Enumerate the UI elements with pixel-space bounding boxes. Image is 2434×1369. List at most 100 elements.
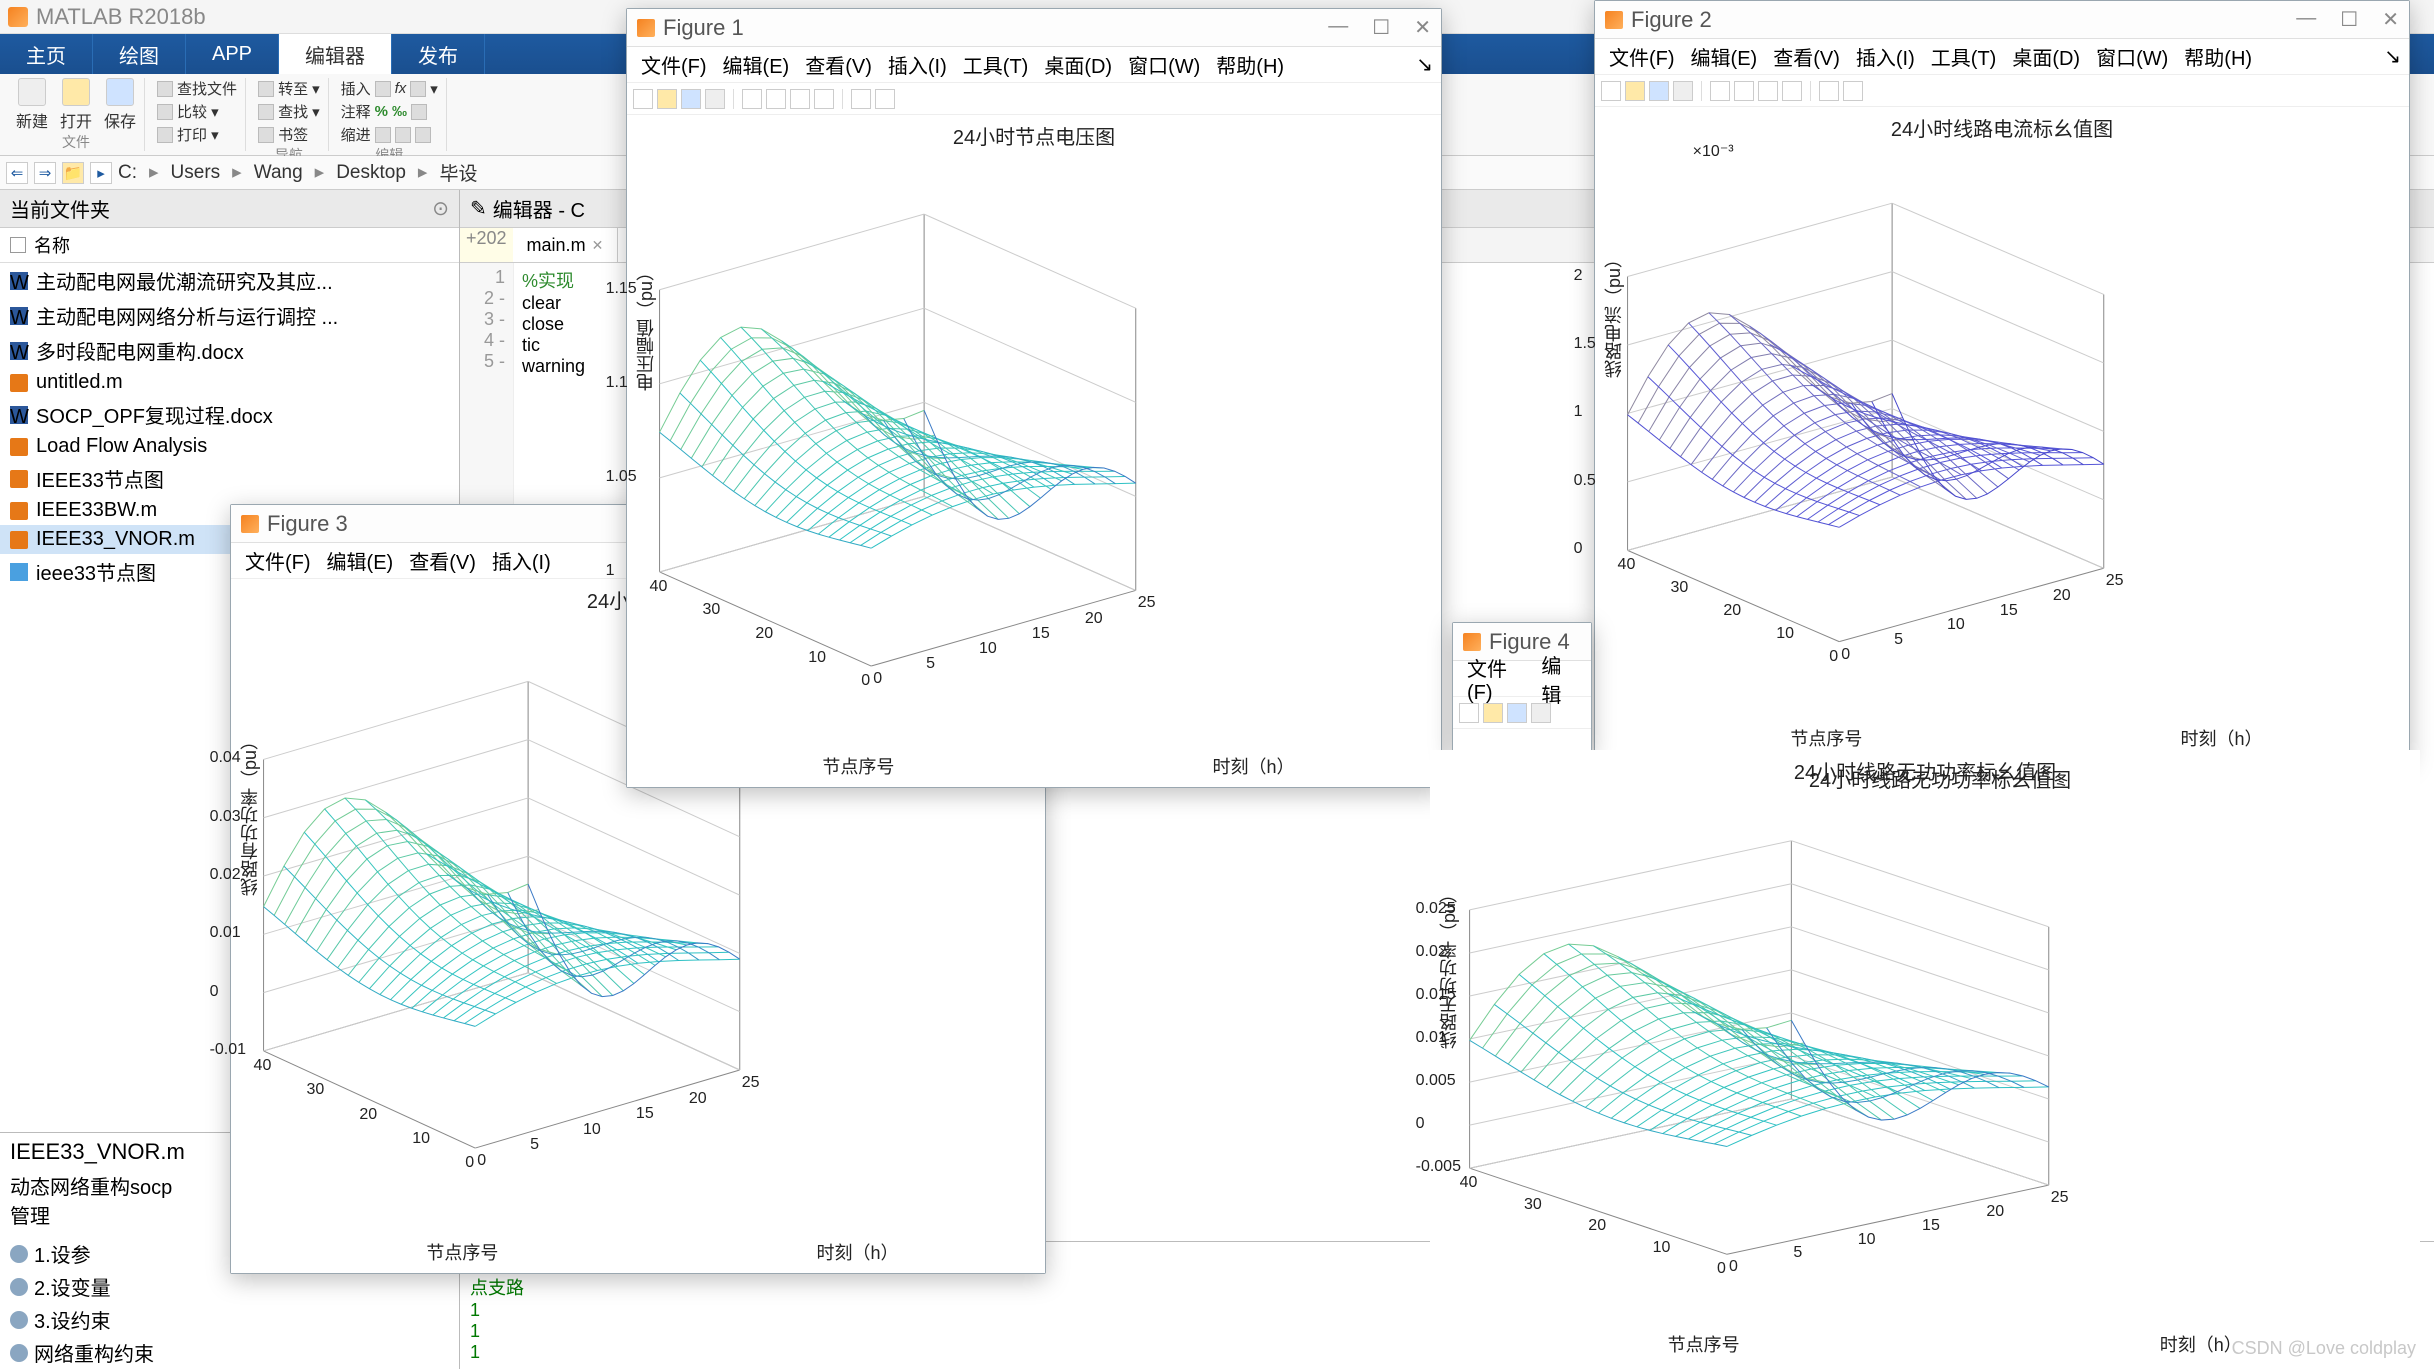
close-icon[interactable]: ✕ [2382, 7, 2399, 32]
fig-menu-item[interactable]: 帮助(H) [2178, 42, 2258, 71]
fig-menu-item[interactable]: 帮助(H) [1210, 50, 1290, 79]
fig-menu-item[interactable]: 插入(I) [882, 50, 953, 79]
file-row[interactable]: W多时段配电网重构.docx [0, 333, 459, 368]
figure-title-bar[interactable]: Figure 1 —☐✕ [627, 9, 1441, 47]
tool-icon[interactable] [790, 89, 810, 109]
fig-menu-item[interactable]: 编辑(E) [321, 546, 400, 575]
fig-menu-item[interactable]: 查看(V) [403, 546, 482, 575]
crumb-2[interactable]: Desktop [336, 162, 406, 184]
pointer-icon[interactable] [851, 89, 871, 109]
file-row[interactable]: untitled.m [0, 368, 459, 397]
new-fig-icon[interactable] [1459, 703, 1479, 723]
tool-icon[interactable] [814, 89, 834, 109]
insert-button[interactable]: 插入 fx ▾ [341, 78, 438, 99]
detail-row[interactable]: 3.设约束 [10, 1303, 449, 1336]
file-icon [10, 502, 28, 520]
fig-menu-item[interactable]: 文件(F) [1603, 42, 1681, 71]
fig-menu-item[interactable]: 桌面(D) [2006, 42, 2086, 71]
bookmark-button[interactable]: 书签 [258, 124, 320, 145]
file-row[interactable]: Load Flow Analysis [0, 432, 459, 461]
tool-icon[interactable] [1734, 81, 1754, 101]
file-row[interactable]: WSOCP_OPF复现过程.docx [0, 397, 459, 432]
close-icon[interactable]: ✕ [592, 237, 604, 254]
autoindent-icon [415, 127, 431, 143]
fig-menu-item[interactable]: 工具(T) [1925, 42, 2003, 71]
up-button[interactable]: 📁 [62, 162, 84, 184]
close-icon[interactable]: ✕ [1414, 15, 1431, 40]
open-fig-icon[interactable] [1625, 81, 1645, 101]
goto-button[interactable]: 转至 ▾ [258, 78, 320, 99]
figure-window[interactable]: Figure 4 文件(F) 编辑 [1452, 622, 1592, 752]
fwd-button[interactable]: ⇒ [34, 162, 56, 184]
file-row[interactable]: W主动配电网网络分析与运行调控 ... [0, 298, 459, 333]
new-fig-icon[interactable] [1601, 81, 1621, 101]
crumb-3[interactable]: 毕设 [439, 159, 477, 186]
crumb-0[interactable]: Users [171, 162, 221, 184]
fig-menu-item[interactable]: 文件(F) [239, 546, 317, 575]
hist-button[interactable]: ▸ [90, 162, 112, 184]
find-button[interactable]: 查找 ▾ [258, 101, 320, 122]
fig-menu-item[interactable]: 编辑(E) [717, 50, 796, 79]
file-row[interactable]: IEEE33节点图 [0, 461, 459, 496]
print-fig-icon[interactable] [1673, 81, 1693, 101]
print-fig-icon[interactable] [1531, 703, 1551, 723]
fig-menu-item[interactable]: 查看(V) [1767, 42, 1846, 71]
crumb-drive[interactable]: C: [118, 162, 137, 184]
print-fig-icon[interactable] [705, 89, 725, 109]
panel-menu-icon[interactable]: ⊙ [432, 196, 449, 221]
figure-title-bar[interactable]: Figure 2 —☐✕ [1595, 1, 2409, 39]
file-icon: W [10, 272, 28, 290]
compare-button[interactable]: 比较 ▾ [157, 101, 237, 122]
tab-home[interactable]: 主页 [0, 34, 93, 74]
save-fig-icon[interactable] [1649, 81, 1669, 101]
save-fig-icon[interactable] [681, 89, 701, 109]
detail-row[interactable]: 网络重构约束 [10, 1336, 449, 1369]
fig-menu-item[interactable]: 编辑(E) [1685, 42, 1764, 71]
open-button[interactable]: 打开 [60, 78, 92, 132]
pointer-icon[interactable] [1819, 81, 1839, 101]
indent-button[interactable]: 缩进 [341, 124, 438, 145]
figure-window[interactable]: Figure 1 —☐✕ 文件(F)编辑(E)查看(V)插入(I)工具(T)桌面… [626, 8, 1442, 788]
tool-icon[interactable] [766, 89, 786, 109]
crumb-1[interactable]: Wang [254, 162, 303, 184]
tool-icon[interactable] [1710, 81, 1730, 101]
file-row[interactable]: W主动配电网最优潮流研究及其应... [0, 263, 459, 298]
maximize-icon[interactable]: ☐ [1372, 15, 1390, 40]
tab-plot[interactable]: 绘图 [93, 34, 186, 74]
findfiles-button[interactable]: 查找文件 [157, 78, 237, 99]
axes-icon[interactable] [1843, 81, 1863, 101]
axes-icon[interactable] [875, 89, 895, 109]
fig-menu-item[interactable]: 查看(V) [799, 50, 878, 79]
open-fig-icon[interactable] [657, 89, 677, 109]
comment-button[interactable]: 注释 % ‰ [341, 101, 438, 122]
file-icon: W [10, 406, 28, 424]
tool-icon[interactable] [1758, 81, 1778, 101]
back-button[interactable]: ⇐ [6, 162, 28, 184]
findfiles-icon [157, 81, 173, 97]
fig-menu-item[interactable]: 插入(I) [1850, 42, 1921, 71]
tab-app[interactable]: APP [186, 34, 279, 74]
save-button[interactable]: 保存 [104, 78, 136, 132]
minimize-icon[interactable]: — [1328, 15, 1348, 40]
new-fig-icon[interactable] [633, 89, 653, 109]
figure-window[interactable]: Figure 2 —☐✕ 文件(F)编辑(E)查看(V)插入(I)工具(T)桌面… [1594, 0, 2410, 760]
open-fig-icon[interactable] [1483, 703, 1503, 723]
editor-tab-0[interactable]: main.m✕ [513, 228, 619, 262]
detail-row[interactable]: 2.设变量 [10, 1270, 449, 1303]
fig-menu-item[interactable]: 插入(I) [486, 546, 557, 575]
fig-menu-item[interactable]: 文件(F) [635, 50, 713, 79]
maximize-icon[interactable]: ☐ [2340, 7, 2358, 32]
fig-menu-item[interactable]: 桌面(D) [1038, 50, 1118, 79]
save-fig-icon[interactable] [1507, 703, 1527, 723]
tab-editor[interactable]: 编辑器 [279, 34, 392, 74]
tool-icon[interactable] [742, 89, 762, 109]
print-button[interactable]: 打印 ▾ [157, 124, 237, 145]
fig-menu-item[interactable]: 工具(T) [957, 50, 1035, 79]
figure-title: Figure 3 [267, 511, 348, 537]
tool-icon[interactable] [1782, 81, 1802, 101]
fig-menu-item[interactable]: 窗口(W) [1122, 50, 1206, 79]
new-button[interactable]: 新建 [16, 78, 48, 132]
fig-menu-item[interactable]: 窗口(W) [2090, 42, 2174, 71]
tab-publish[interactable]: 发布 [392, 34, 485, 74]
minimize-icon[interactable]: — [2296, 7, 2316, 32]
